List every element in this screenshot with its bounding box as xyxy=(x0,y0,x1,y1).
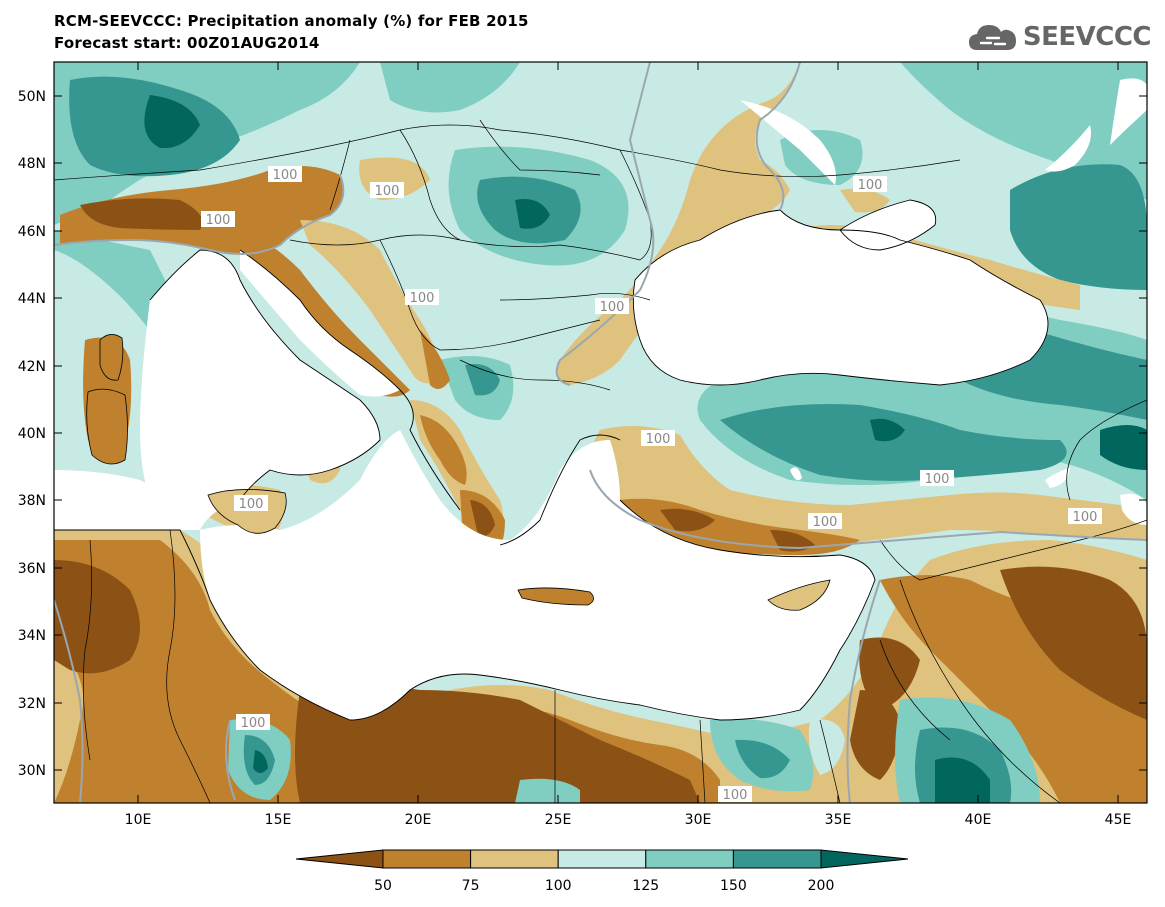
anomaly-field xyxy=(54,62,1147,803)
svg-text:100: 100 xyxy=(925,472,950,487)
lat-tick-label: 38N xyxy=(18,493,46,509)
lon-tick-label: 35E xyxy=(825,812,852,828)
lat-tick-label: 44N xyxy=(18,291,46,307)
svg-text:100: 100 xyxy=(375,184,400,199)
lat-tick-label: 48N xyxy=(18,156,46,172)
contour-label: 100 xyxy=(718,786,752,803)
contour-label: 100 xyxy=(405,289,439,306)
svg-text:100: 100 xyxy=(1073,510,1098,525)
colorbar-swatch xyxy=(295,849,384,869)
lat-labels: 50N 48N 46N 44N 42N 40N 38N 36N 34N 32N … xyxy=(18,89,46,779)
lat-tick-label: 34N xyxy=(18,628,46,644)
svg-text:100: 100 xyxy=(723,788,748,803)
lon-tick-label: 10E xyxy=(125,812,152,828)
lon-tick-label: 45E xyxy=(1105,812,1132,828)
contour-label: 100 xyxy=(641,430,675,447)
contour-label: 100 xyxy=(853,176,887,193)
contour-label: 100 xyxy=(808,513,842,530)
colorbar-label: 200 xyxy=(808,878,835,894)
svg-text:100: 100 xyxy=(858,178,883,193)
lon-tick-label: 40E xyxy=(965,812,992,828)
cloud-icon xyxy=(968,25,1016,50)
svg-text:100: 100 xyxy=(239,497,264,512)
colorbar-swatch xyxy=(382,849,472,869)
map-title: RCM-SEEVCCC: Precipitation anomaly (%) f… xyxy=(54,12,529,30)
colorbar-swatch xyxy=(820,849,909,869)
svg-text:100: 100 xyxy=(813,515,838,530)
lat-tick-label: 36N xyxy=(18,561,46,577)
contour-label: 100 xyxy=(201,211,235,228)
colorbar: 50 75 100 125 150 200 xyxy=(295,849,909,894)
colorbar-label: 50 xyxy=(374,878,392,894)
contour-label: 100 xyxy=(234,495,268,512)
lon-tick-label: 15E xyxy=(265,812,292,828)
svg-text:100: 100 xyxy=(206,213,231,228)
lon-tick-label: 30E xyxy=(685,812,712,828)
contour-label: 100 xyxy=(236,714,270,731)
lat-tick-label: 46N xyxy=(18,224,46,240)
contour-labels: 100 100 100 100 100 100 100 100 100 100 … xyxy=(201,166,1102,803)
lon-tick-label: 20E xyxy=(405,812,432,828)
colorbar-label: 100 xyxy=(545,878,572,894)
svg-text:100: 100 xyxy=(646,432,671,447)
colorbar-swatch xyxy=(645,849,734,869)
lat-tick-label: 32N xyxy=(18,696,46,712)
contour-label: 100 xyxy=(268,166,302,183)
contour-label: 100 xyxy=(370,182,404,199)
lon-tick-label: 25E xyxy=(545,812,572,828)
lat-tick-label: 40N xyxy=(18,426,46,442)
lat-tick-label: 42N xyxy=(18,359,46,375)
seevccc-logo: SEEVCCC xyxy=(967,20,1152,54)
colorbar-swatch xyxy=(732,849,822,869)
contour-label: 100 xyxy=(920,470,954,487)
lat-tick-label: 50N xyxy=(18,89,46,105)
contour-label: 100 xyxy=(595,298,629,315)
colorbar-swatch xyxy=(470,849,559,869)
logo-text: SEEVCCC xyxy=(1022,22,1152,52)
colorbar-label: 125 xyxy=(632,878,659,894)
contour-label: 100 xyxy=(1068,508,1102,525)
colorbar-label: 150 xyxy=(720,878,747,894)
svg-text:100: 100 xyxy=(410,291,435,306)
colorbar-swatch xyxy=(557,849,647,869)
colorbar-label: 75 xyxy=(462,878,480,894)
svg-text:100: 100 xyxy=(600,300,625,315)
svg-text:100: 100 xyxy=(273,168,298,183)
lat-tick-label: 30N xyxy=(18,763,46,779)
forecast-start: Forecast start: 00Z01AUG2014 xyxy=(54,34,320,52)
svg-text:100: 100 xyxy=(241,716,266,731)
lon-labels: 10E 15E 20E 25E 30E 35E 40E 45E xyxy=(125,812,1132,828)
